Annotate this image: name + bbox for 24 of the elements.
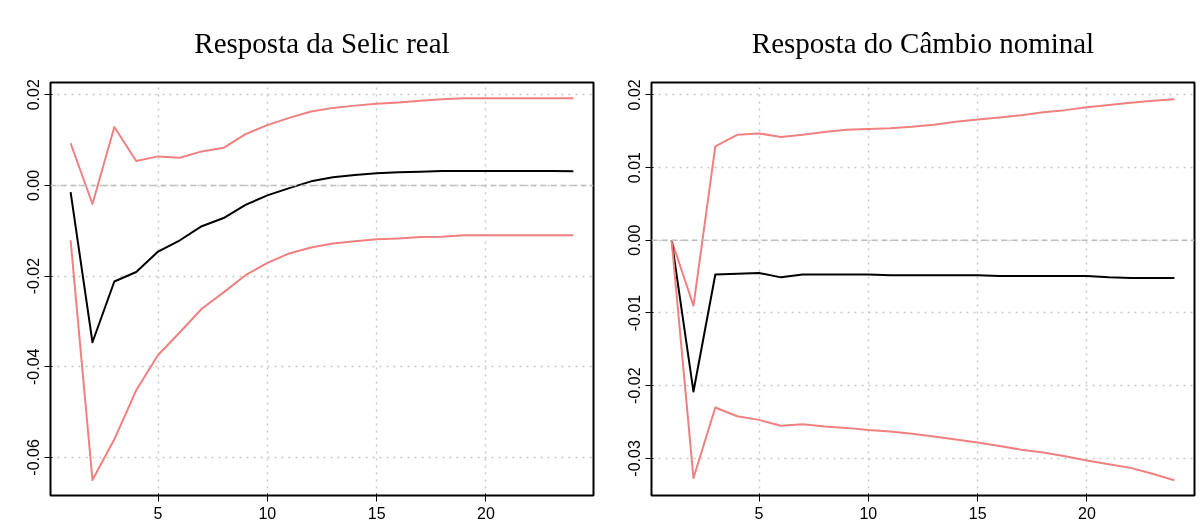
- x-tick-label: 15: [367, 504, 386, 522]
- y-tick-label: -0.04: [25, 348, 43, 385]
- chart-title: Resposta do Câmbio nominal: [751, 26, 1095, 59]
- y-tick-label: -0.02: [626, 367, 644, 404]
- y-tick-label: 0.00: [626, 224, 644, 256]
- x-tick-label: 20: [1078, 504, 1096, 522]
- y-tick-label: 0.00: [25, 169, 43, 201]
- line-series: [69, 97, 575, 205]
- x-tick-label: 5: [754, 504, 764, 522]
- x-tick-label: 15: [968, 504, 987, 522]
- y-tick-label: -0.06: [25, 439, 43, 476]
- x-tick-label: 10: [258, 504, 277, 522]
- y-tick-label: 0.02: [25, 79, 43, 111]
- y-tick-label: 0.02: [626, 79, 644, 111]
- x-tick-label: 10: [859, 504, 878, 522]
- y-tick-label: -0.03: [626, 440, 644, 477]
- chart-title: Resposta da Selic real: [194, 26, 450, 59]
- line-series: [69, 234, 575, 482]
- x-tick-label: 5: [153, 504, 163, 522]
- y-tick-label: -0.01: [626, 294, 644, 332]
- y-tick-label: -0.02: [25, 257, 43, 295]
- line-series: [69, 169, 575, 344]
- y-tick-label: 0.01: [626, 151, 644, 184]
- x-tick-label: 20: [477, 504, 495, 522]
